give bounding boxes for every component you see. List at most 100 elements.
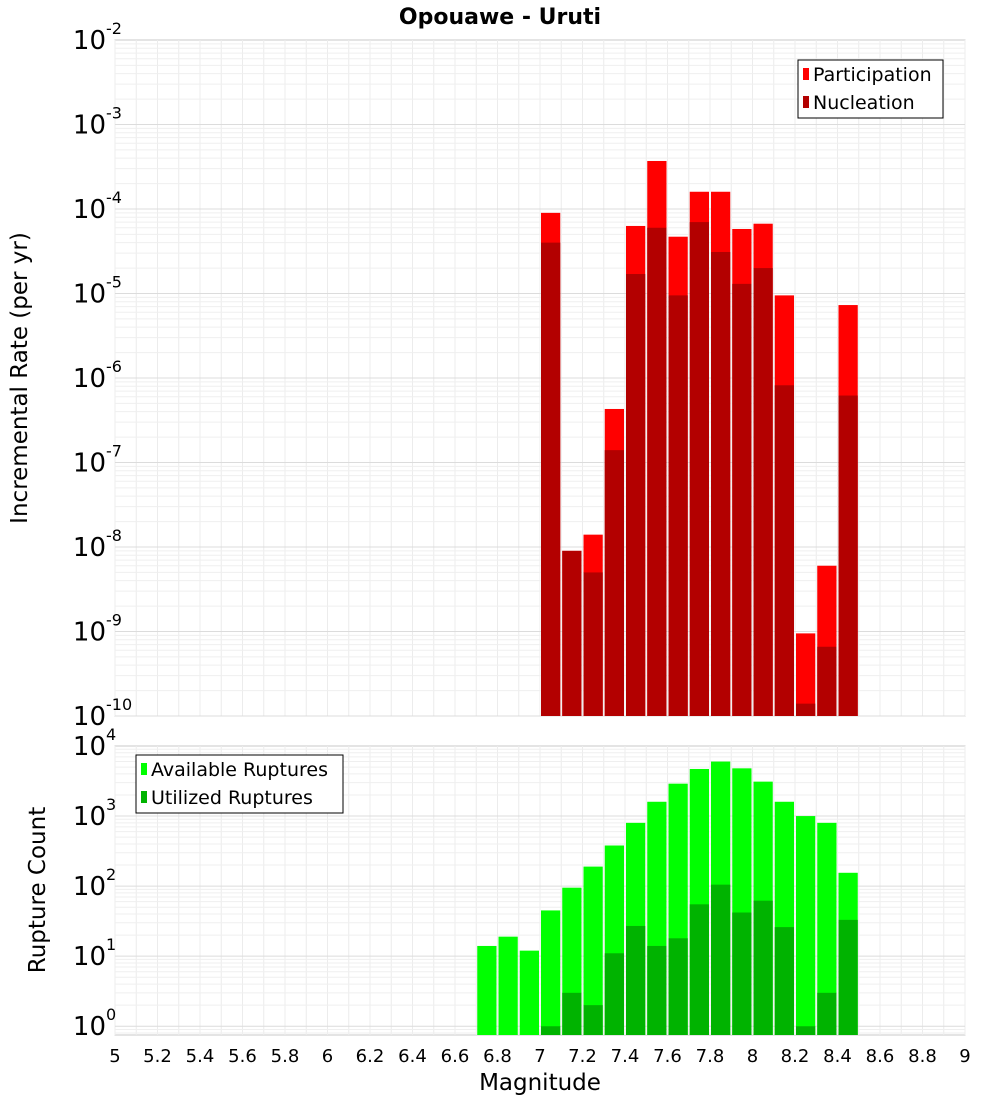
x-tick-label: 8 bbox=[747, 1046, 758, 1067]
x-tick-label: 6.4 bbox=[398, 1046, 427, 1067]
x-tick-label: 5.4 bbox=[186, 1046, 215, 1067]
y-tick-label: 10 -4 bbox=[73, 188, 122, 225]
bar-inner-rate-7.85 bbox=[711, 251, 731, 717]
legend-label: Available Ruptures bbox=[151, 759, 328, 781]
bar-inner-rate-7.55 bbox=[647, 227, 667, 716]
bar-inner-rate-7.95 bbox=[732, 283, 752, 716]
x-tick-label: 6.8 bbox=[483, 1046, 512, 1067]
legend-swatch bbox=[803, 96, 809, 108]
y-tick-base: 10 bbox=[73, 872, 106, 902]
y-tick-exponent: 4 bbox=[106, 725, 116, 744]
x-tick-label: 7 bbox=[534, 1046, 545, 1067]
bar-count-6.75 bbox=[477, 945, 497, 1035]
legend-label: Nucleation bbox=[813, 92, 915, 114]
bar-inner-count-8.45 bbox=[838, 919, 858, 1035]
legend-label: Participation bbox=[813, 64, 932, 86]
y-tick-label: 10 4 bbox=[73, 725, 116, 762]
y-tick-label: 10 -6 bbox=[73, 357, 122, 394]
y-tick-base: 10 bbox=[73, 26, 106, 56]
y-tick-label: 10 -3 bbox=[73, 104, 122, 141]
rate-bars bbox=[541, 160, 858, 717]
y-tick-base: 10 bbox=[73, 732, 106, 762]
bar-rate-8.25 bbox=[796, 633, 816, 716]
x-tick-label: 7.8 bbox=[696, 1046, 725, 1067]
x-tick-label: 7.4 bbox=[611, 1046, 640, 1067]
x-tick-label: 8.6 bbox=[866, 1046, 895, 1067]
bar-inner-rate-7.05 bbox=[541, 242, 561, 717]
x-tick-label: 5.2 bbox=[143, 1046, 172, 1067]
bar-inner-count-7.15 bbox=[562, 992, 582, 1035]
x-axis-label: Magnitude bbox=[479, 1070, 601, 1096]
y-tick-label: 10 -7 bbox=[73, 442, 122, 479]
bar-inner-rate-7.15 bbox=[562, 550, 582, 716]
x-tick-label: 6 bbox=[322, 1046, 333, 1067]
count-y-axis-label: Rupture Count bbox=[25, 807, 51, 973]
legend-label: Utilized Ruptures bbox=[151, 787, 313, 809]
rate-y-axis-label: Incremental Rate (per yr) bbox=[7, 232, 33, 524]
y-tick-exponent: 1 bbox=[106, 935, 116, 954]
bar-inner-rate-7.35 bbox=[604, 450, 624, 716]
x-tick-label: 8.8 bbox=[908, 1046, 937, 1067]
legend-swatch bbox=[141, 791, 147, 803]
x-tick-label: 5.8 bbox=[271, 1046, 300, 1067]
y-tick-base: 10 bbox=[73, 449, 106, 479]
bar-inner-rate-7.25 bbox=[583, 572, 603, 716]
count-legend: Available Ruptures Utilized Ruptures bbox=[135, 754, 344, 814]
x-tick-label: 7.2 bbox=[568, 1046, 597, 1067]
y-tick-exponent: -5 bbox=[106, 273, 122, 292]
y-tick-exponent: -3 bbox=[106, 104, 122, 123]
y-tick-label: 10 0 bbox=[73, 1005, 116, 1042]
y-tick-label: 10 -2 bbox=[73, 19, 122, 56]
bar-inner-rate-7.65 bbox=[668, 295, 688, 716]
y-tick-base: 10 bbox=[73, 802, 106, 832]
bar-count-8.35 bbox=[817, 822, 837, 1035]
x-tick-label: 9 bbox=[959, 1046, 970, 1067]
y-tick-label: 10 -5 bbox=[73, 273, 122, 310]
y-tick-exponent: -10 bbox=[106, 695, 132, 714]
bar-inner-count-8.35 bbox=[817, 992, 837, 1035]
y-tick-exponent: 3 bbox=[106, 795, 116, 814]
bar-inner-rate-8.45 bbox=[838, 395, 858, 716]
legend-swatch bbox=[141, 763, 147, 775]
y-tick-base: 10 bbox=[73, 618, 106, 648]
legend-box bbox=[135, 754, 344, 814]
y-tick-label: 10 -8 bbox=[73, 526, 122, 563]
bar-inner-rate-7.75 bbox=[689, 222, 709, 716]
bar-inner-count-7.25 bbox=[583, 1005, 603, 1035]
bar-inner-rate-8.15 bbox=[774, 385, 794, 716]
x-tick-label: 7.6 bbox=[653, 1046, 682, 1067]
bar-inner-count-7.95 bbox=[732, 912, 752, 1035]
rate-gridlines bbox=[114, 40, 966, 717]
bar-count-6.95 bbox=[519, 950, 539, 1035]
legend-swatch bbox=[803, 68, 809, 80]
bar-inner-count-7.45 bbox=[626, 925, 646, 1035]
bar-inner-count-7.85 bbox=[711, 884, 731, 1035]
y-tick-exponent: -7 bbox=[106, 442, 122, 461]
y-tick-label: 10 -9 bbox=[73, 611, 122, 648]
y-tick-label: 10 3 bbox=[73, 795, 116, 832]
legend-box bbox=[797, 59, 944, 119]
count-bars bbox=[477, 761, 858, 1035]
y-tick-exponent: -8 bbox=[106, 526, 122, 545]
bar-inner-count-7.55 bbox=[647, 945, 667, 1035]
y-tick-base: 10 bbox=[73, 702, 106, 732]
y-tick-exponent: -4 bbox=[106, 188, 122, 207]
bar-inner-count-8.05 bbox=[753, 900, 773, 1035]
y-tick-label: 10 1 bbox=[73, 935, 116, 972]
bar-inner-count-7.35 bbox=[604, 953, 624, 1035]
y-tick-base: 10 bbox=[73, 364, 106, 394]
y-tick-exponent: 0 bbox=[106, 1005, 116, 1024]
y-tick-label: 10 -10 bbox=[73, 695, 132, 732]
x-tick-label: 8.4 bbox=[823, 1046, 852, 1067]
y-tick-base: 10 bbox=[73, 942, 106, 972]
bar-count-7.05 bbox=[541, 910, 561, 1035]
y-tick-base: 10 bbox=[73, 280, 106, 310]
bar-count-8.25 bbox=[796, 816, 816, 1035]
bar-inner-count-7.05 bbox=[541, 1026, 561, 1035]
y-tick-base: 10 bbox=[73, 1012, 106, 1042]
y-tick-base: 10 bbox=[73, 195, 106, 225]
